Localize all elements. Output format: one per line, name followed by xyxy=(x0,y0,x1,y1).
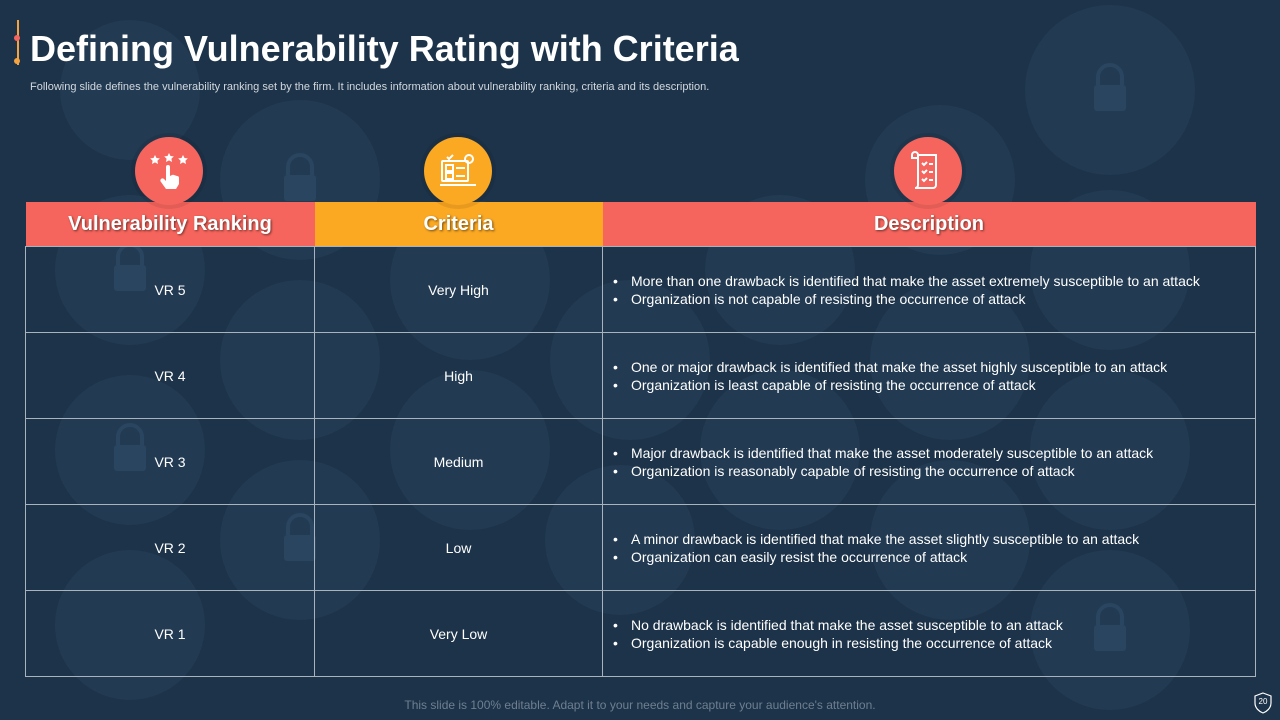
description-icon-badge xyxy=(894,137,962,205)
description-cell: Major drawback is identified that make t… xyxy=(602,418,1256,505)
table-row: VR 1 Very Low No drawback is identified … xyxy=(25,590,1256,677)
criteria-icon-badge xyxy=(424,137,492,205)
description-bullet: Organization is least capable of resisti… xyxy=(613,376,1245,394)
rank-cell: VR 4 xyxy=(25,332,315,419)
description-cell: More than one drawback is identified tha… xyxy=(602,246,1256,333)
description-bullet: Organization is reasonably capable of re… xyxy=(613,462,1245,480)
table-row: VR 5 Very High More than one drawback is… xyxy=(25,246,1256,333)
criteria-cell: Very Low xyxy=(314,590,603,677)
description-bullet: No drawback is identified that make the … xyxy=(613,616,1245,634)
criteria-cell: Very High xyxy=(314,246,603,333)
title-accent-dot-top xyxy=(14,35,20,41)
title-accent-bar xyxy=(17,20,19,65)
title-accent-dot-bottom xyxy=(14,58,20,64)
description-bullet: Major drawback is identified that make t… xyxy=(613,444,1245,462)
rank-cell: VR 1 xyxy=(25,590,315,677)
page-number: 20 xyxy=(1258,697,1268,706)
description-bullet: Organization is not capable of resisting… xyxy=(613,290,1245,308)
header-vulnerability-ranking: Vulnerability Ranking xyxy=(25,202,315,247)
page-subtitle: Following slide defines the vulnerabilit… xyxy=(30,81,710,93)
footer-note: This slide is 100% editable. Adapt it to… xyxy=(404,698,876,712)
rank-cell: VR 2 xyxy=(25,504,315,591)
description-bullet: A minor drawback is identified that make… xyxy=(613,530,1245,548)
vulnerability-table: Vulnerability Ranking Criteria Descripti… xyxy=(25,202,1256,677)
description-bullet: Organization can easily resist the occur… xyxy=(613,548,1245,566)
rank-cell: VR 3 xyxy=(25,418,315,505)
description-cell: A minor drawback is identified that make… xyxy=(602,504,1256,591)
table-header-row: Vulnerability Ranking Criteria Descripti… xyxy=(25,202,1256,247)
header-criteria: Criteria xyxy=(314,202,603,247)
table-row: VR 2 Low A minor drawback is identified … xyxy=(25,504,1256,591)
ranking-icon-badge xyxy=(135,137,203,205)
description-bullet: Organization is capable enough in resist… xyxy=(613,634,1245,652)
description-bullet: One or major drawback is identified that… xyxy=(613,358,1245,376)
criteria-cell: Low xyxy=(314,504,603,591)
star-rating-hand-icon xyxy=(150,153,188,189)
description-cell: One or major drawback is identified that… xyxy=(602,332,1256,419)
table-row: VR 4 High One or major drawback is ident… xyxy=(25,332,1256,419)
document-list-icon xyxy=(911,151,937,189)
rank-cell: VR 5 xyxy=(25,246,315,333)
table-row: VR 3 Medium Major drawback is identified… xyxy=(25,418,1256,505)
criteria-cell: High xyxy=(314,332,603,419)
checklist-gear-icon xyxy=(440,154,476,186)
criteria-cell: Medium xyxy=(314,418,603,505)
description-bullet: More than one drawback is identified tha… xyxy=(613,272,1245,290)
page-number-badge xyxy=(1254,692,1272,714)
page-title: Defining Vulnerability Rating with Crite… xyxy=(30,28,739,69)
header-description: Description xyxy=(602,202,1256,247)
description-cell: No drawback is identified that make the … xyxy=(602,590,1256,677)
